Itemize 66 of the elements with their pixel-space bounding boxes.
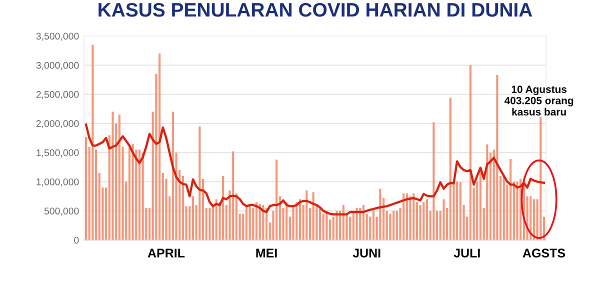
- x-tick-label: JUNI: [352, 248, 380, 258]
- bar: [406, 193, 408, 240]
- bar: [318, 208, 322, 240]
- bar: [419, 205, 422, 240]
- x-tick-label: MEI: [256, 248, 277, 258]
- bar: [232, 151, 234, 240]
- x-tick-label: APRIL: [148, 248, 185, 258]
- bar: [396, 210, 398, 240]
- bar: [459, 182, 462, 240]
- bar: [215, 199, 218, 240]
- bar: [92, 44, 94, 240]
- bar: [469, 65, 472, 240]
- bar: [389, 214, 392, 240]
- bar: [198, 126, 201, 240]
- line-series: [84, 123, 546, 216]
- bar: [248, 205, 251, 240]
- bar: [502, 176, 505, 240]
- bar: [208, 208, 211, 240]
- bar: [158, 53, 161, 240]
- bar: [112, 112, 114, 240]
- bar: [426, 199, 428, 240]
- y-tick-label: 2,500,000: [36, 91, 79, 100]
- bar: [540, 117, 542, 240]
- bar: [306, 190, 308, 240]
- bar: [138, 150, 141, 240]
- bar: [276, 160, 278, 240]
- y-tick-label: 3,000,000: [36, 62, 79, 70]
- y-tick-label: 500,000: [44, 208, 79, 216]
- bar: [442, 199, 445, 240]
- bar: [409, 196, 412, 240]
- bar: [118, 114, 120, 240]
- bar: [516, 182, 518, 240]
- bar: [479, 170, 482, 240]
- bar: [349, 216, 352, 240]
- bar: [422, 202, 425, 240]
- bar: [432, 122, 435, 240]
- y-tick-label: 2,000,000: [36, 120, 79, 128]
- bar: [412, 193, 415, 240]
- bar: [456, 182, 458, 240]
- annotation: 10 Agustus 403.205 orang kasus baru: [504, 86, 574, 116]
- x-tick-label: JULI: [454, 248, 480, 258]
- bar: [496, 75, 498, 240]
- bar: [392, 210, 395, 240]
- x-tick-label: AGSTS: [522, 248, 566, 258]
- bar: [132, 144, 134, 240]
- bar: [532, 199, 535, 240]
- bar: [84, 136, 88, 240]
- bar: [292, 205, 294, 240]
- bar: [192, 196, 194, 240]
- y-tick-label: 1,500,000: [36, 149, 79, 158]
- bar: [142, 152, 144, 240]
- bar: [172, 112, 174, 240]
- bar: [336, 210, 338, 240]
- y-tick-label: 1,000,000: [36, 178, 79, 186]
- bar: [298, 199, 301, 240]
- y-tick-label: 0: [74, 236, 79, 244]
- chart-title: KASUS PENULARAN COVID HARIAN DI DUNIA: [98, 2, 532, 17]
- bar: [312, 192, 314, 240]
- bar: [510, 158, 512, 240]
- bar: [372, 210, 375, 240]
- bar: [379, 188, 382, 240]
- bar: [222, 176, 224, 240]
- bar: [128, 146, 130, 240]
- bar: [449, 98, 452, 240]
- y-tick-label: 3,500,000: [36, 32, 79, 41]
- bar: [402, 193, 405, 240]
